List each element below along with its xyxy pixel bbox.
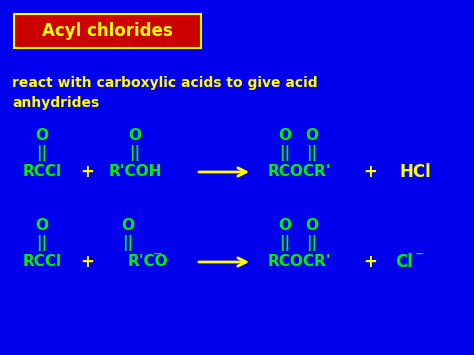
- Text: O: O: [279, 127, 292, 142]
- Text: RCCl: RCCl: [22, 164, 62, 180]
- Text: RCOCR': RCOCR': [267, 164, 331, 180]
- Text: ||: ||: [122, 235, 134, 251]
- Text: O: O: [279, 218, 292, 233]
- Text: anhydrides: anhydrides: [12, 96, 99, 110]
- Text: O: O: [36, 218, 48, 233]
- Text: +: +: [363, 253, 377, 271]
- Text: ||: ||: [306, 235, 318, 251]
- Text: HCl: HCl: [399, 163, 431, 181]
- Text: ||: ||: [129, 145, 141, 161]
- Text: O: O: [121, 218, 135, 233]
- Text: R'COH: R'COH: [109, 164, 162, 180]
- Text: Cl: Cl: [395, 253, 413, 271]
- Text: +: +: [80, 163, 94, 181]
- Text: RCCl: RCCl: [22, 255, 62, 269]
- FancyBboxPatch shape: [14, 14, 201, 48]
- Text: +: +: [363, 163, 377, 181]
- Text: RCOCR': RCOCR': [267, 255, 331, 269]
- Text: R'CO: R'CO: [128, 255, 169, 269]
- Text: −: −: [415, 249, 425, 259]
- Text: O: O: [36, 127, 48, 142]
- Text: ||: ||: [279, 145, 291, 161]
- Text: +: +: [80, 253, 94, 271]
- Text: O: O: [306, 218, 319, 233]
- Text: ||: ||: [36, 235, 47, 251]
- Text: ||: ||: [306, 145, 318, 161]
- Text: −: −: [153, 249, 163, 259]
- Text: react with carboxylic acids to give acid: react with carboxylic acids to give acid: [12, 76, 318, 90]
- Text: O: O: [306, 127, 319, 142]
- Text: O: O: [128, 127, 142, 142]
- Text: ||: ||: [36, 145, 47, 161]
- Text: ||: ||: [279, 235, 291, 251]
- Text: Acyl chlorides: Acyl chlorides: [42, 22, 173, 40]
